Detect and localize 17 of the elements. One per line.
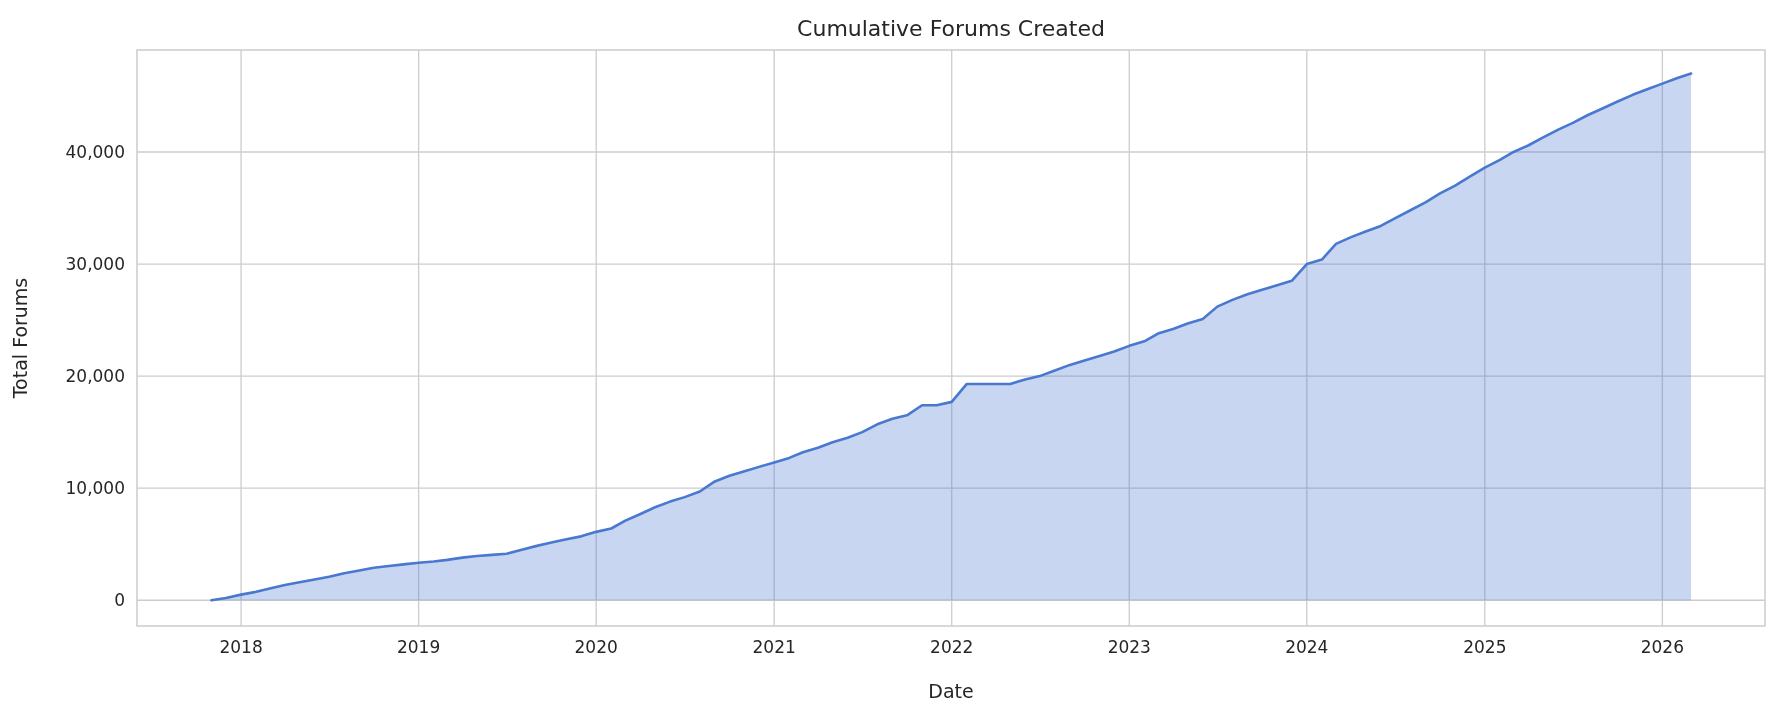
x-tick-label: 2026 <box>1640 637 1684 657</box>
x-axis-title: Date <box>928 680 974 702</box>
x-tick-label: 2025 <box>1463 637 1507 657</box>
x-tick-label: 2022 <box>930 637 974 657</box>
x-tick-label: 2021 <box>752 637 796 657</box>
y-tick-label: 10,000 <box>65 478 125 499</box>
x-tick-label: 2023 <box>1107 637 1151 657</box>
x-tick-label: 2019 <box>397 637 441 657</box>
y-tick-label: 30,000 <box>65 253 125 274</box>
y-tick-label: 20,000 <box>65 366 125 387</box>
y-tick-label: 0 <box>114 590 125 611</box>
chart-title: Cumulative Forums Created <box>797 16 1105 41</box>
x-tick-label: 2018 <box>219 637 263 657</box>
y-axis-title: Total Forums <box>9 277 31 400</box>
y-tick-label: 40,000 <box>65 141 125 162</box>
x-tick-label: 2020 <box>574 637 618 657</box>
x-tick-label: 2024 <box>1285 637 1329 657</box>
